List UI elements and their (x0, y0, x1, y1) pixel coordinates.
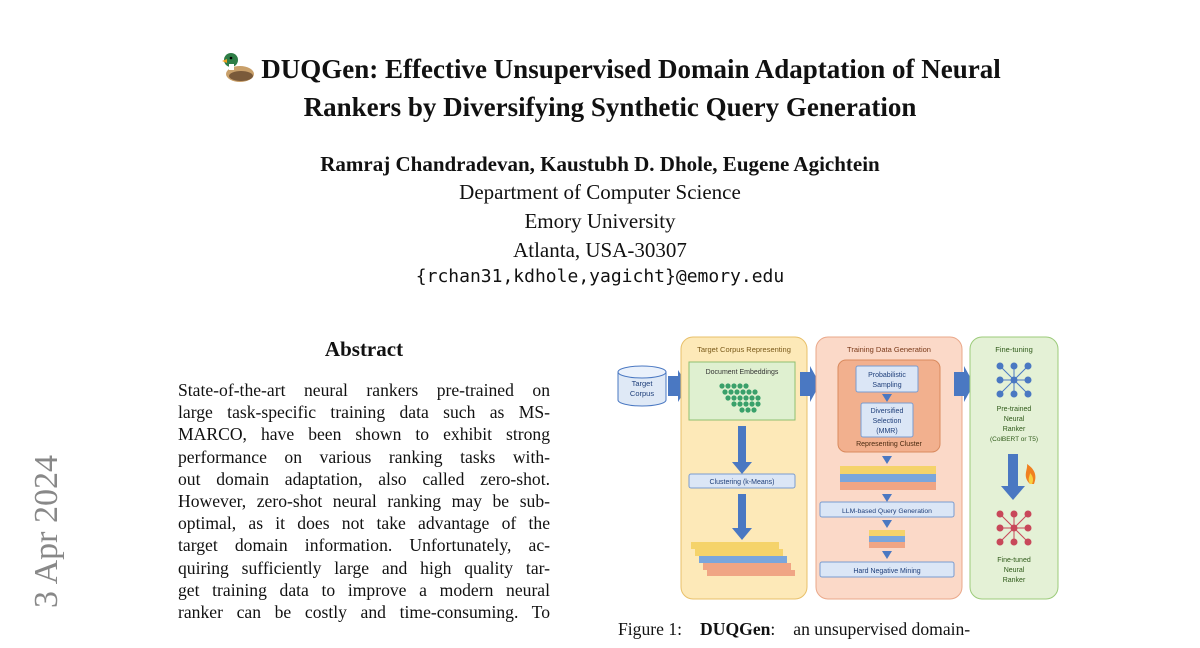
abstract-line: quiring sufficiently large and high qual… (178, 557, 550, 578)
abstract-line: target domain information. Unfortunately… (178, 535, 550, 556)
target-corpus-label-1: Target (632, 379, 654, 388)
affiliation-location: Atlanta, USA-30307 (513, 238, 687, 262)
arrow-down-icon (732, 462, 752, 474)
abstract-line: However, zero-shot neural ranking may be… (178, 491, 550, 512)
authors: Ramraj Chandradevan, Kaustubh D. Dhole, … (320, 152, 880, 176)
affiliation-university: Emory University (524, 209, 676, 233)
cluster-stack (691, 542, 795, 576)
arrow-down-icon (882, 494, 892, 502)
query-stack (869, 530, 905, 548)
diversified-label-1: Diversified (871, 408, 904, 415)
pretrained-label-2: Neural (1004, 416, 1025, 423)
finetuned-label-2: Neural (1004, 567, 1025, 574)
clustering-box (688, 473, 796, 489)
sample-stack (840, 466, 936, 490)
llm-query-generation-box (819, 501, 955, 518)
caption-rest: an unsupervised domain- (793, 619, 971, 639)
abstract-line: large task-specific training data such a… (178, 402, 550, 423)
abstract-line: State-of-the-art neural rankers pre-trai… (178, 380, 550, 400)
finetuned-label-1: Fine-tuned (997, 557, 1031, 564)
affiliation-department: Department of Computer Science (459, 180, 741, 204)
finetuned-label-3: Ranker (1003, 577, 1026, 584)
pretrained-label-3: Ranker (1003, 426, 1026, 433)
target-corpus-label-2: Corpus (630, 389, 654, 398)
arxiv-date-stamp: 3 Apr 2024 (28, 455, 65, 609)
diversified-label-2: Selection (873, 418, 902, 425)
llm-query-label: LLM-based Query Generation (842, 508, 932, 515)
abstract-line: get training data to improve a modern ne… (178, 579, 550, 600)
title-line-1: DUQGen: Effective Unsupervised Domain Ad… (261, 54, 1001, 84)
probabilistic-label-2: Sampling (872, 382, 901, 389)
diversified-selection-box (860, 402, 914, 438)
hard-negative-mining-box (819, 561, 955, 578)
figure-caption: Figure 1: DUQGen: an unsupervised domain- (618, 619, 971, 639)
arrow-down-icon (1001, 486, 1025, 500)
pretrained-label-4: (ColBERT or T5) (990, 436, 1038, 443)
arrow-down-icon (882, 394, 892, 402)
pretrained-network-icon (996, 362, 1032, 398)
abstract-line: MARCO, have been shown to exhibit strong (178, 424, 550, 445)
abstract-line: out domain adaptation, also called zero-… (178, 468, 550, 489)
abstract-heading: Abstract (324, 337, 404, 361)
abstract-line: optimal, as it does not take advantage o… (178, 513, 550, 534)
diversified-label-3: (MMR) (876, 428, 897, 435)
fire-icon (1025, 464, 1036, 484)
author-emails: {rchan31,kdhole,yagicht}@emory.edu (415, 266, 785, 287)
doc-embeddings-label: Document Embeddings (706, 369, 779, 376)
probabilistic-sampling-box (855, 365, 919, 393)
paper-title: DUQGen: Effective Unsupervised Domain Ad… (180, 50, 1040, 123)
clustering-label: Clustering (k-Means) (710, 479, 775, 486)
arrow-down-icon (882, 456, 892, 464)
duck-icon (219, 50, 257, 91)
arrow-down-icon (882, 520, 892, 528)
arrow-down-icon (732, 528, 752, 540)
caption-label: Figure 1: (618, 619, 683, 639)
pipeline-figure: Target Corpus Target Corpus Representing… (617, 336, 1059, 600)
representing-label: Representing Cluster (856, 441, 922, 448)
abstract-line: performance on various ranking tasks wit… (178, 446, 550, 467)
abstract-body: State-of-the-art neural rankers pre-trai… (178, 379, 550, 623)
target-corpus-cylinder: Target Corpus (617, 365, 667, 407)
panel3-title: Fine-tuning (995, 345, 1033, 354)
arrow-right-icon (954, 366, 974, 402)
pretrained-label-1: Pre-trained (997, 406, 1032, 413)
panel1-title: Target Corpus Representing (697, 345, 791, 354)
caption-bold: DUQGen (700, 619, 771, 639)
panel2-title: Training Data Generation (847, 345, 931, 354)
probabilistic-label-1: Probabilistic (868, 372, 906, 379)
finetuned-network-icon (996, 510, 1032, 546)
title-line-2: Rankers by Diversifying Synthetic Query … (303, 92, 917, 122)
arrow-down-icon (882, 551, 892, 559)
abstract-line: ranker can be costly and time-consuming.… (178, 602, 550, 623)
hard-negative-label: Hard Negative Mining (853, 568, 920, 575)
arrow-right-icon (800, 366, 820, 402)
embedding-points (719, 383, 761, 413)
